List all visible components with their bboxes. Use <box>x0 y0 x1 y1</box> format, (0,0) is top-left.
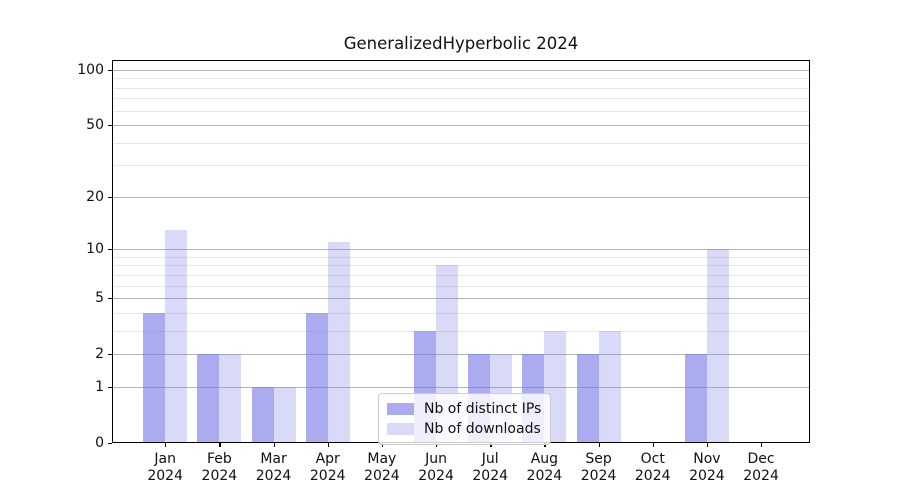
y-gridline-minor <box>112 330 810 332</box>
x-tick-mark <box>219 443 221 447</box>
y-tick-mark <box>108 125 112 127</box>
x-tick-mark <box>761 443 763 447</box>
y-gridline-major <box>112 354 810 356</box>
y-gridline-minor <box>112 165 810 167</box>
x-tick-mark <box>544 443 546 447</box>
x-tick-label: Aug 2024 <box>526 451 563 484</box>
bar-distinct-ips <box>305 312 328 443</box>
bar-downloads <box>273 386 296 443</box>
legend-label-distinct-ips: Nb of distinct IPs <box>424 401 542 417</box>
y-tick-label: 5 <box>95 290 104 307</box>
legend-item-downloads: Nb of downloads <box>387 419 541 439</box>
bar-downloads <box>706 249 729 443</box>
bar-distinct-ips <box>576 354 599 443</box>
x-tick-mark <box>706 443 709 447</box>
x-tick-mark <box>652 443 655 447</box>
x-tick-label: Jul 2024 <box>472 451 509 484</box>
x-tick-label: Mar 2024 <box>255 451 292 484</box>
x-tick-label: May 2024 <box>364 451 400 484</box>
x-tick-mark <box>436 443 438 447</box>
y-gridline-major <box>112 69 810 71</box>
x-tick-mark <box>165 443 167 447</box>
legend-item-distinct-ips: Nb of distinct IPs <box>387 399 541 419</box>
y-gridline-minor <box>112 285 810 287</box>
x-tick-mark <box>327 443 329 447</box>
x-tick-mark <box>381 443 384 447</box>
y-gridline-minor <box>112 312 810 314</box>
y-tick-mark <box>108 386 112 389</box>
y-gridline-minor <box>112 78 810 80</box>
chart-title: GeneralizedHyperbolic 2024 <box>343 34 579 53</box>
x-tick-label: Nov 2024 <box>689 451 725 484</box>
x-tick-label: Jan 2024 <box>147 451 183 484</box>
y-tick-mark <box>108 354 112 356</box>
y-tick-mark <box>108 443 112 445</box>
y-gridline-minor <box>112 265 810 267</box>
bar-distinct-ips <box>197 354 220 443</box>
y-gridline-major <box>112 298 810 300</box>
y-gridline-minor <box>112 142 810 144</box>
legend: Nb of distinct IPs Nb of downloads <box>378 393 552 445</box>
y-tick-label: 50 <box>86 117 104 134</box>
x-tick-mark <box>598 443 600 447</box>
y-tick-label: 2 <box>95 346 104 363</box>
y-tick-label: 100 <box>77 61 104 78</box>
x-tick-mark <box>490 443 492 447</box>
y-gridline-minor <box>112 87 810 89</box>
y-tick-mark <box>108 298 112 300</box>
y-tick-label: 10 <box>86 241 104 258</box>
y-tick-label: 0 <box>95 435 104 451</box>
legend-swatch-distinct-ips <box>387 403 414 415</box>
bar-downloads <box>165 229 188 443</box>
x-tick-label: Feb 2024 <box>201 451 238 484</box>
y-gridline-minor <box>112 110 810 112</box>
y-gridline-major <box>112 125 810 127</box>
legend-label-downloads: Nb of downloads <box>424 421 541 437</box>
y-gridline-major <box>112 386 810 388</box>
bar-downloads <box>219 354 242 443</box>
x-tick-label: Sep 2024 <box>580 451 617 484</box>
y-tick-label: 20 <box>86 188 104 205</box>
legend-swatch-downloads <box>387 423 414 435</box>
y-gridline-minor <box>112 256 810 258</box>
y-tick-mark <box>108 196 112 199</box>
bar-downloads <box>598 330 621 443</box>
y-gridline-major <box>112 249 810 251</box>
x-tick-label: Jun 2024 <box>418 451 454 484</box>
y-tick-mark <box>108 249 112 251</box>
x-tick-mark <box>273 443 275 447</box>
x-tick-label: Apr 2024 <box>309 451 346 484</box>
bar-downloads <box>327 242 350 443</box>
y-gridline-minor <box>112 274 810 276</box>
y-gridline-minor <box>112 98 810 100</box>
bar-distinct-ips <box>251 386 274 443</box>
y-gridline-major <box>112 196 810 198</box>
y-tick-label: 1 <box>95 378 104 395</box>
x-tick-label: Dec 2024 <box>743 451 779 484</box>
x-tick-label: Oct 2024 <box>634 451 671 484</box>
bar-distinct-ips <box>143 312 166 443</box>
plot-area <box>112 60 810 443</box>
y-tick-mark <box>108 69 112 72</box>
bar-distinct-ips <box>684 354 707 443</box>
